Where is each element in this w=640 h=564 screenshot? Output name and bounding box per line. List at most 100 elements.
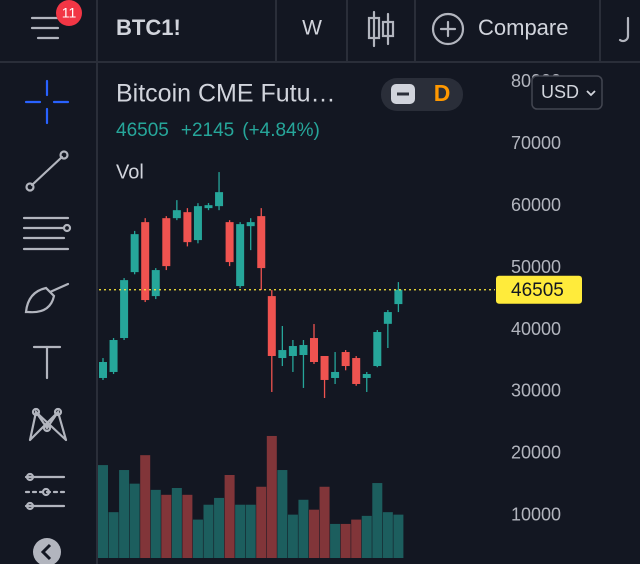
candle-body xyxy=(362,374,371,378)
candle-body xyxy=(288,346,297,356)
collapse-button[interactable] xyxy=(33,538,61,564)
volume-bar xyxy=(256,486,267,558)
volume-bar xyxy=(361,515,372,558)
volume-bar xyxy=(129,483,140,558)
candle-body xyxy=(162,218,171,267)
price-axis: 1000020000300004000050000600007000080000… xyxy=(496,71,582,525)
text-tool[interactable] xyxy=(32,345,62,380)
volume-label: Vol xyxy=(116,161,144,183)
legend-change-pct: (+4.84%) xyxy=(242,120,320,141)
candle-body xyxy=(151,270,160,297)
compare-icon[interactable] xyxy=(431,12,465,46)
candle-body xyxy=(352,358,361,384)
volume-bar xyxy=(140,455,151,558)
candle-body xyxy=(331,371,340,378)
candle-body xyxy=(130,234,139,273)
toolbar-bg xyxy=(0,63,96,564)
instrument-name: Bitcoin CME Futu… xyxy=(116,80,336,108)
volume-bar xyxy=(203,504,214,558)
volume-bar xyxy=(372,483,383,558)
last-price-box xyxy=(496,275,582,304)
volume-bar xyxy=(108,512,119,558)
volume-bar xyxy=(235,504,246,558)
trend-line-tool[interactable] xyxy=(25,150,69,192)
y-tick-label: 30000 xyxy=(511,381,561,401)
toolbar xyxy=(0,62,98,564)
volume-bar xyxy=(150,489,161,558)
more-icon[interactable] xyxy=(618,16,630,43)
volume-bar xyxy=(214,497,225,558)
last-price-label: 46505 xyxy=(511,280,564,301)
y-tick-label: 70000 xyxy=(511,133,561,153)
candle-body xyxy=(99,362,107,378)
candle-body xyxy=(141,222,150,301)
volume-bar xyxy=(287,514,298,558)
legend-change: +2145 xyxy=(181,120,234,141)
volume-bar xyxy=(382,512,393,558)
badge xyxy=(56,0,82,26)
chart-type-button[interactable] xyxy=(367,10,395,48)
volume-bar xyxy=(171,488,182,558)
plot-area xyxy=(98,172,495,558)
candle-body xyxy=(257,216,266,269)
candle-body xyxy=(204,205,213,209)
volume-bar xyxy=(245,504,256,558)
volume-bar xyxy=(119,470,130,558)
y-tick-label: 60000 xyxy=(511,195,561,215)
currency-label[interactable]: USD xyxy=(541,82,579,102)
header-bg xyxy=(0,0,640,62)
brush-tool[interactable] xyxy=(24,282,70,314)
candle-body xyxy=(225,222,234,263)
y-tick-label: 10000 xyxy=(511,505,561,525)
candle-body xyxy=(193,206,202,241)
menu-button[interactable] xyxy=(30,16,60,40)
candle-body xyxy=(236,224,245,287)
candle-body xyxy=(373,332,382,367)
interval-button[interactable]: W xyxy=(302,17,322,40)
volume-bar xyxy=(298,499,309,558)
chevron xyxy=(586,90,596,97)
volume-bar xyxy=(393,514,404,558)
symbol[interactable]: BTC1! xyxy=(116,15,181,40)
currency-bg xyxy=(531,75,603,110)
crosshair-tool[interactable] xyxy=(24,79,70,125)
y-tick-label: 40000 xyxy=(511,319,561,339)
candle-body xyxy=(341,352,350,367)
candle-body xyxy=(278,350,287,359)
volume-bar xyxy=(277,470,288,558)
volume-bar xyxy=(192,519,203,558)
volume-bar xyxy=(351,519,362,558)
volume-bar xyxy=(330,523,341,558)
pattern-tool[interactable] xyxy=(28,407,68,442)
candle-body xyxy=(172,210,181,219)
header: 11 BTC1! W Compare xyxy=(0,0,640,63)
forecast-tool[interactable] xyxy=(24,472,66,511)
volume-bar xyxy=(224,474,235,558)
candle-body xyxy=(120,280,129,339)
candle-body xyxy=(215,192,224,207)
interval-toggle[interactable]: D xyxy=(381,78,463,111)
currency-button[interactable]: USD xyxy=(531,75,603,110)
candle-body xyxy=(183,212,192,243)
candle-body xyxy=(267,296,276,356)
candle-body xyxy=(246,222,255,227)
volume-bar xyxy=(309,509,319,558)
y-tick-label: 50000 xyxy=(511,257,561,277)
volume-bar xyxy=(340,523,351,558)
candle-body xyxy=(299,345,308,355)
badge-count: 11 xyxy=(62,5,77,21)
candle-body xyxy=(109,340,118,372)
volume-bar xyxy=(182,494,193,558)
compare-button[interactable]: Compare xyxy=(478,15,568,40)
candle-body xyxy=(320,355,329,380)
toggle-interval[interactable]: D xyxy=(434,80,451,106)
candle-body xyxy=(310,338,318,362)
fib-tool[interactable] xyxy=(22,216,72,251)
candle-body xyxy=(394,289,403,305)
volume-bar xyxy=(266,435,277,558)
volume-bar xyxy=(161,494,172,558)
candle-body xyxy=(383,312,392,324)
y-tick-label: 20000 xyxy=(511,443,561,463)
volume-bar xyxy=(319,486,330,558)
